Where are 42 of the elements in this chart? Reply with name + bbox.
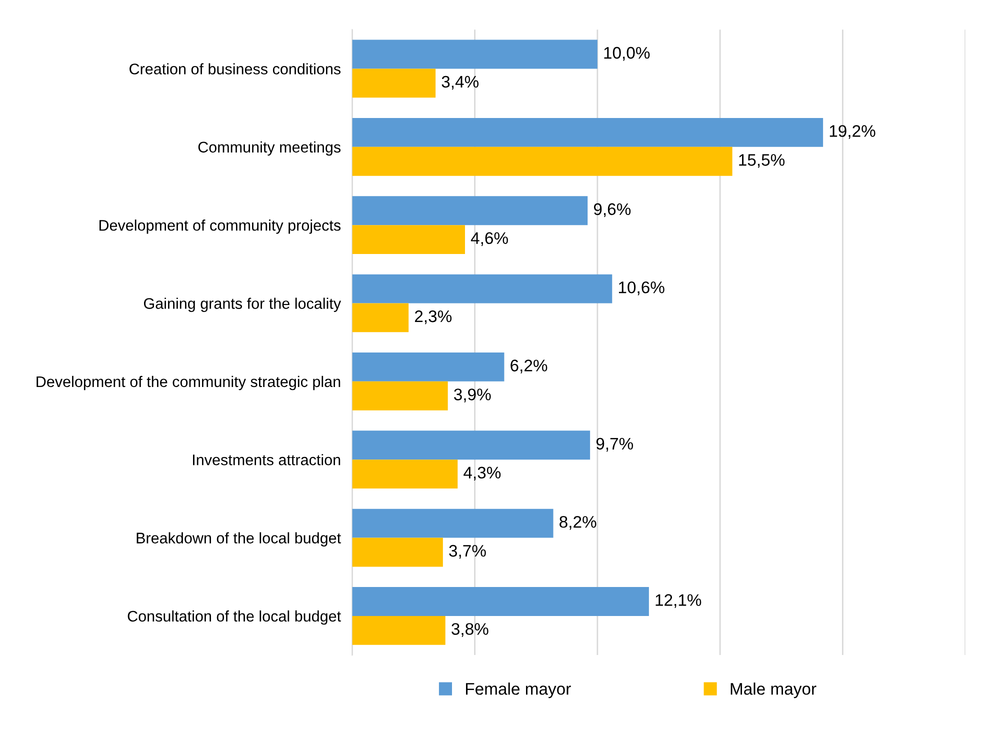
data-label: 10,6%: [618, 281, 664, 296]
data-label: 2,3%: [414, 310, 452, 324]
bar: [352, 303, 409, 332]
bar: [352, 118, 824, 147]
bar: [352, 508, 554, 538]
data-label: 8,2%: [560, 516, 596, 530]
y-tick-label: Breakdown of the local budget: [136, 532, 341, 546]
bar: [352, 146, 732, 176]
bar: [352, 40, 598, 69]
legend-label: Male mayor: [730, 682, 816, 698]
bar: [352, 196, 588, 226]
y-tick-label: Consultation of the local budget: [128, 610, 341, 625]
bar: [352, 587, 649, 616]
bar: [352, 616, 446, 645]
data-label: 4,6%: [470, 232, 508, 246]
data-label: 6,2%: [510, 360, 548, 374]
legend-label: Female mayor: [466, 682, 571, 698]
data-label: 3,9%: [454, 388, 491, 402]
y-tick-label: Development of the community strategic plan: [36, 376, 340, 390]
y-tick-label: Development of community projects: [99, 220, 341, 234]
data-label: 4,3%: [464, 466, 501, 481]
y-tick-label: Creation of business conditions: [130, 63, 341, 74]
bar: [352, 225, 465, 254]
y-tick-label: Investments attraction: [193, 454, 340, 466]
bar: [352, 274, 612, 304]
data-label: 3,4%: [442, 76, 479, 90]
y-tick-label: Community meetings: [198, 141, 341, 156]
data-label: 9,6%: [594, 203, 631, 218]
bar: [352, 538, 443, 567]
data-label: 10,0%: [604, 46, 650, 61]
data-label: 9,7%: [596, 438, 634, 452]
data-label: 19,2%: [830, 125, 876, 139]
data-label: 3,8%: [452, 623, 488, 637]
y-tick-label: Gaining grants for the locality: [144, 298, 342, 312]
bar: [352, 430, 590, 460]
data-label: 12,1%: [656, 594, 702, 608]
data-label: 3,7%: [449, 544, 486, 559]
bar: [352, 381, 448, 410]
bar: [352, 460, 458, 489]
bar: [352, 68, 436, 98]
data-label: 15,5%: [739, 154, 785, 168]
bar: [352, 352, 504, 382]
